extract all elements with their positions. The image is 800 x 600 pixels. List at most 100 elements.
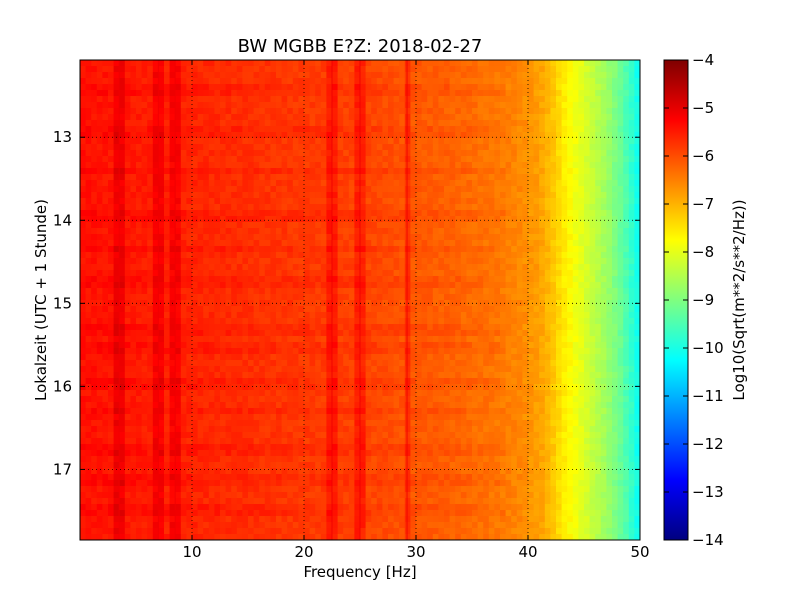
heatmap-cell [287,282,294,289]
heatmap-cell [276,240,283,247]
heatmap-cell [158,294,165,301]
heatmap-cell [466,342,473,349]
heatmap-cell [427,348,434,355]
heatmap-cell [533,354,540,361]
heatmap-cell [500,342,507,349]
heatmap-cell [533,72,540,79]
heatmap-cell [410,342,417,349]
heatmap-cell [309,186,316,193]
heatmap-cell [567,120,574,127]
heatmap-cell [186,330,193,337]
heatmap-cell [80,210,87,217]
heatmap-cell [259,306,266,313]
heatmap-cell [186,354,193,361]
heatmap-cell [320,312,327,319]
heatmap-cell [567,246,574,253]
heatmap-cell [197,150,204,157]
heatmap-cell [337,204,344,211]
heatmap-cell [108,312,115,319]
heatmap-cell [343,198,350,205]
heatmap-cell [382,120,389,127]
heatmap-cell [236,276,243,283]
heatmap-cell [192,120,199,127]
heatmap-cell [421,210,428,217]
heatmap-cell [584,150,591,157]
heatmap-cell [483,150,490,157]
heatmap-cell [404,168,411,175]
heatmap-cell [365,342,372,349]
heatmap-cell [634,306,640,313]
heatmap-cell [421,150,428,157]
heatmap-cell [371,144,378,151]
heatmap-cell [382,204,389,211]
heatmap-cell [606,306,613,313]
heatmap-cell [197,126,204,133]
heatmap-cell [556,306,563,313]
heatmap-cell [203,300,210,307]
heatmap-cell [634,240,640,247]
heatmap-cell [578,180,585,187]
heatmap-cell [186,96,193,103]
heatmap-cell [556,204,563,211]
heatmap-cell [264,162,271,169]
heatmap-cell [360,108,367,115]
heatmap-cell [147,84,154,91]
heatmap-cell [561,294,568,301]
heatmap-cell [85,90,92,97]
heatmap-cell [500,114,507,121]
heatmap-cell [444,222,451,229]
heatmap-cell [248,300,255,307]
heatmap-cell [124,162,131,169]
heatmap-cell [242,300,249,307]
heatmap-cell [169,342,176,349]
heatmap-cell [270,192,277,199]
heatmap-cell [343,312,350,319]
heatmap-cell [466,288,473,295]
heatmap-cell [208,150,215,157]
heatmap-cell [298,228,305,235]
heatmap-cell [544,276,551,283]
heatmap-cell [617,204,624,211]
heatmap-cell [231,246,238,253]
heatmap-cell [326,162,333,169]
heatmap-cell [416,72,423,79]
heatmap-cell [208,330,215,337]
heatmap-cell [180,120,187,127]
heatmap-cell [404,84,411,91]
heatmap-cell [326,132,333,139]
heatmap-cell [276,192,283,199]
heatmap-cell [606,96,613,103]
heatmap-cell [360,168,367,175]
heatmap-cell [522,174,529,181]
heatmap-cell [337,312,344,319]
heatmap-cell [309,288,316,295]
heatmap-cell [572,336,579,343]
heatmap-cell [180,258,187,265]
heatmap-cell [522,138,529,145]
heatmap-cell [337,264,344,271]
heatmap-cell [175,60,182,67]
heatmap-cell [332,294,339,301]
heatmap-cell [164,354,171,361]
heatmap-cell [483,78,490,85]
heatmap-cell [600,252,607,259]
heatmap-cell [337,258,344,265]
heatmap-cell [276,204,283,211]
heatmap-cell [85,318,92,325]
heatmap-cell [427,156,434,163]
heatmap-cell [477,312,484,319]
heatmap-cell [152,300,159,307]
heatmap-cell [119,306,126,313]
heatmap-cell [124,252,131,259]
heatmap-cell [281,72,288,79]
heatmap-cell [119,300,126,307]
heatmap-cell [102,252,109,259]
heatmap-cell [96,150,103,157]
heatmap-cell [281,156,288,163]
heatmap-cell [96,66,103,73]
heatmap-cell [152,264,159,271]
heatmap-cell [623,216,630,223]
heatmap-cell [253,96,260,103]
heatmap-cell [612,348,619,355]
heatmap-cell [320,222,327,229]
